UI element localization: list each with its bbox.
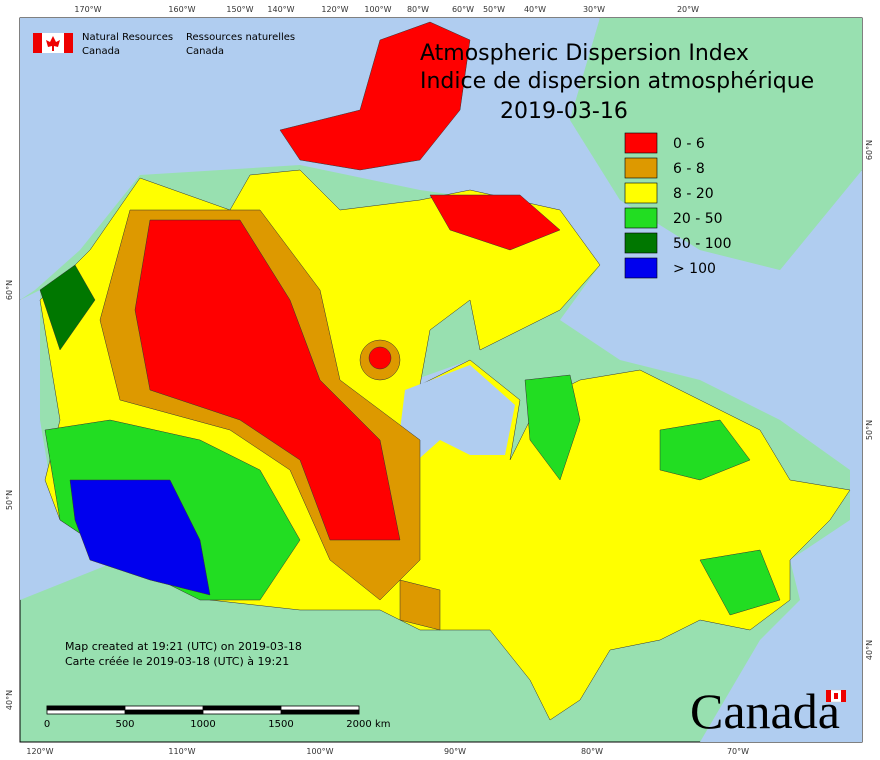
longitude-label: 160°W — [168, 5, 195, 14]
longitude-label: 110°W — [168, 747, 195, 756]
longitude-label: 50°W — [483, 5, 505, 14]
agency-fr: Ressources naturelles — [186, 32, 295, 43]
latitude-label: 40°N — [865, 640, 874, 660]
scale-label: 2000 — [346, 719, 371, 730]
legend-swatch — [624, 182, 658, 204]
latitude-label: 50°N — [865, 420, 874, 440]
longitude-label: 70°W — [727, 747, 749, 756]
canada — [39, 21, 851, 721]
scale-bar — [46, 705, 360, 715]
scale-label: 500 — [115, 719, 134, 730]
title-date: 2019-03-16 — [500, 99, 628, 124]
scale-label: 1000 — [190, 719, 215, 730]
legend-swatch — [624, 157, 658, 179]
legend-swatch — [624, 232, 658, 254]
longitude-label: 90°W — [444, 747, 466, 756]
legend-label: 6 - 8 — [673, 161, 705, 177]
latitude-label: 60°N — [865, 140, 874, 160]
title-fr: Indice de dispersion atmosphérique — [420, 69, 814, 94]
agency-en: Canada — [82, 46, 120, 57]
longitude-label: 80°W — [407, 5, 429, 14]
longitude-label: 140°W — [267, 5, 294, 14]
wordmark-flag — [825, 689, 847, 703]
legend-swatch — [624, 257, 658, 279]
agency-en: Natural Resources — [82, 32, 173, 43]
longitude-label: 80°W — [581, 747, 603, 756]
nrcan-logo — [33, 33, 73, 53]
longitude-label: 170°W — [74, 5, 101, 14]
longitude-label: 120°W — [26, 747, 53, 756]
credit: Carte créée le 2019-03-18 (UTC) à 19:21 — [65, 655, 289, 668]
latitude-label: 60°N — [5, 280, 14, 300]
longitude-label: 30°W — [583, 5, 605, 14]
legend-label: 8 - 20 — [673, 186, 714, 202]
longitude-label: 40°W — [524, 5, 546, 14]
greenland — [570, 18, 862, 270]
scale-label: 0 — [44, 719, 50, 730]
latitude-label: 50°N — [5, 490, 14, 510]
longitude-label: 60°W — [452, 5, 474, 14]
legend-label: 0 - 6 — [673, 136, 705, 152]
scale-unit: km — [375, 719, 391, 730]
longitude-label: 120°W — [321, 5, 348, 14]
latitude-label: 40°N — [5, 690, 14, 710]
longitude-label: 150°W — [226, 5, 253, 14]
legend-swatch — [624, 132, 658, 154]
legend-label: 50 - 100 — [673, 236, 732, 252]
legend-swatch — [624, 207, 658, 229]
title-en: Atmospheric Dispersion Index — [420, 41, 749, 66]
longitude-label: 20°W — [677, 5, 699, 14]
longitude-label: 100°W — [364, 5, 391, 14]
scale-label: 1500 — [268, 719, 293, 730]
credit: Map created at 19:21 (UTC) on 2019-03-18 — [65, 640, 302, 653]
agency-fr: Canada — [186, 46, 224, 57]
legend-label: 20 - 50 — [673, 211, 723, 227]
legend-label: > 100 — [673, 261, 716, 277]
wordmark: Canada — [690, 683, 840, 739]
longitude-label: 100°W — [306, 747, 333, 756]
